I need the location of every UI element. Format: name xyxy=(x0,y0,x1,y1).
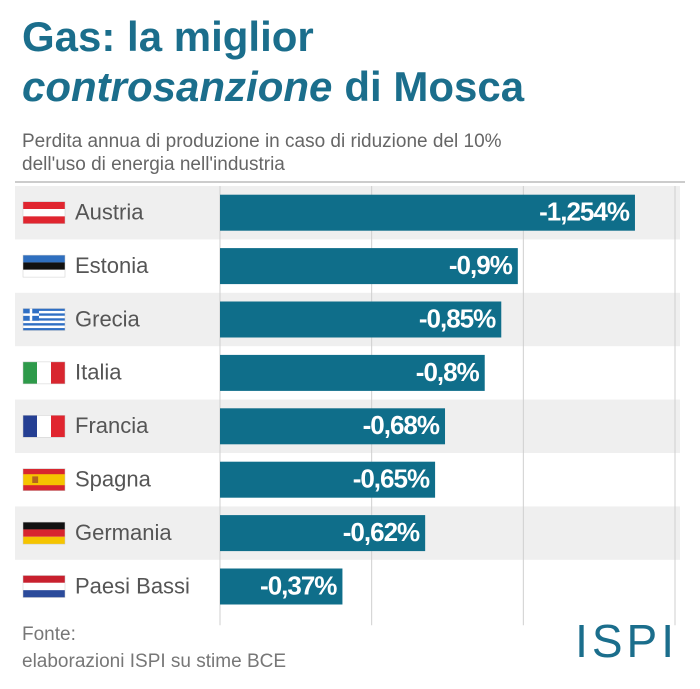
flag-border xyxy=(22,201,66,224)
flag-stripe xyxy=(51,415,65,438)
flag-border xyxy=(22,254,66,278)
bar xyxy=(220,354,485,391)
bar xyxy=(220,301,502,338)
subtitle: Perdita annua di produzione in caso di r… xyxy=(22,131,502,152)
value-label: -0,62% xyxy=(343,517,420,547)
flag-stripe xyxy=(23,269,65,278)
source: elaborazioni ISPI su stime BCE xyxy=(22,651,286,672)
bar xyxy=(220,461,436,498)
flag-stripe xyxy=(23,216,65,224)
bar xyxy=(220,568,343,605)
value-label: -0,68% xyxy=(363,410,440,440)
chart-title: controsanzione di Mosca xyxy=(22,63,525,110)
flag-stripe xyxy=(23,255,65,263)
flag-stripe xyxy=(23,323,65,326)
flag-stripe xyxy=(23,575,65,583)
category-label: Francia xyxy=(75,413,149,438)
flag-stripe xyxy=(23,474,65,486)
flag-stripe xyxy=(51,361,65,384)
flag-stripe xyxy=(23,313,65,316)
value-label: -0,8% xyxy=(416,357,480,387)
flag-border xyxy=(22,361,66,385)
flag-stripe xyxy=(23,328,65,331)
flag-stripe xyxy=(23,415,37,438)
flag-stripe xyxy=(37,361,51,384)
flag-stripe xyxy=(23,361,37,384)
bar xyxy=(220,408,446,445)
subtitle: dell'uso di energia nell'industria xyxy=(22,154,285,175)
chart-title-italic: controsanzione xyxy=(22,63,332,110)
flag-border xyxy=(22,308,66,331)
source: Fonte: xyxy=(22,624,76,645)
chart-title: Gas: la miglior xyxy=(22,13,314,60)
value-label: -0,85% xyxy=(419,303,496,333)
flag-stripe xyxy=(23,529,65,537)
flag-border xyxy=(22,468,66,491)
flag-stripe xyxy=(23,536,65,545)
flag-stripe xyxy=(23,590,65,598)
category-label: Austria xyxy=(75,200,144,225)
flag-stripe xyxy=(23,325,65,329)
value-label: -1,254% xyxy=(539,197,630,227)
category-label: Spagna xyxy=(75,467,152,492)
flag-stripe xyxy=(23,315,65,319)
value-label: -0,37% xyxy=(260,570,337,600)
bar xyxy=(220,248,518,285)
flag-stripe xyxy=(23,582,65,591)
value-label: -0,65% xyxy=(353,464,430,494)
flag-stripe xyxy=(23,201,65,210)
flag-stripe xyxy=(23,318,65,321)
flag-cross xyxy=(23,313,39,316)
flag-border xyxy=(22,575,66,598)
flag-emblem xyxy=(32,476,39,483)
chart-title-rest: di Mosca xyxy=(344,63,524,110)
flag-stripe xyxy=(23,262,65,270)
flag-border xyxy=(22,415,66,438)
flag-stripe xyxy=(23,209,65,217)
flag-stripe xyxy=(23,308,65,311)
category-label: Grecia xyxy=(75,306,141,331)
flag-stripe xyxy=(23,522,65,530)
value-label: -0,9% xyxy=(449,250,513,280)
logo: ISPI xyxy=(575,615,678,667)
flag-border xyxy=(22,521,66,545)
bar xyxy=(220,194,635,231)
bar xyxy=(220,515,426,552)
category-label: Germania xyxy=(75,520,172,545)
flag-stripe xyxy=(23,320,65,324)
category-label: Italia xyxy=(75,360,122,385)
category-label: Paesi Bassi xyxy=(75,573,190,598)
flag-stripe xyxy=(23,310,65,314)
category-label: Estonia xyxy=(75,253,149,278)
flag-stripe xyxy=(37,415,51,438)
